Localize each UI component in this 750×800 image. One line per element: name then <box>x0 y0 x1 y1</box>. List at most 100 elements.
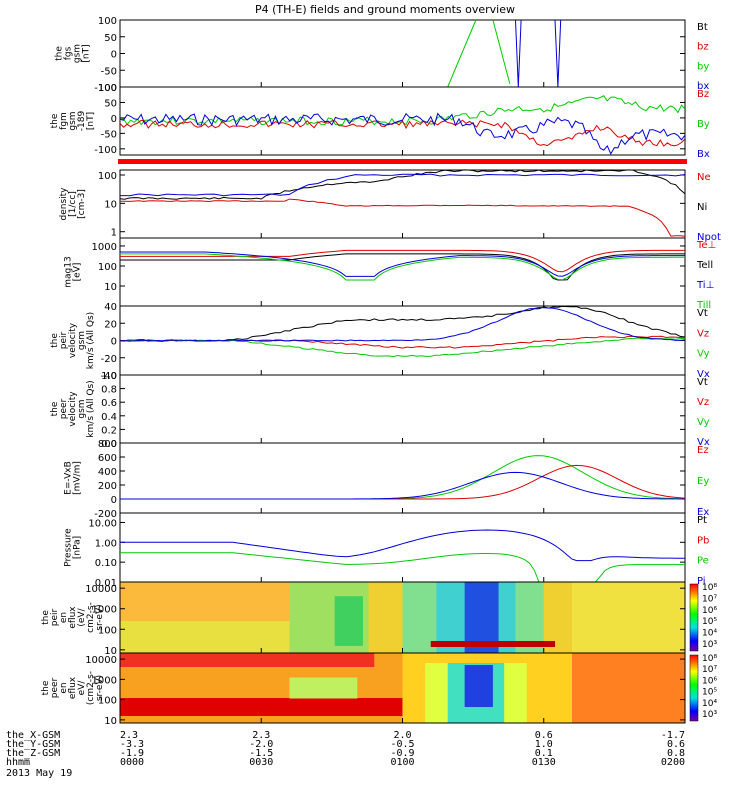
y-tick-label: 100 <box>98 696 117 707</box>
y-tick-label: 10000 <box>85 655 117 666</box>
legend-Vz: Vz <box>697 397 709 408</box>
svg-text:sr-eV): sr-eV) <box>95 604 105 630</box>
y-tick-label: -100 <box>94 83 117 94</box>
ephemeris-value: -1.5 <box>249 748 273 759</box>
panel-pressure: 10.00 1.00 0.10 0.01 Pressure [nPa] Pt Pb Pe Pi <box>64 512 709 589</box>
colorbar-tick-label: 10³ <box>702 710 717 720</box>
ephemeris-value: 2.3 <box>120 730 138 741</box>
peer_spectrogram-colorbar <box>689 654 699 722</box>
svg-text:gsm: gsm <box>73 44 83 63</box>
ephemeris-value: 2.3 <box>252 730 270 741</box>
svg-text:eV/: eV/ <box>77 680 87 696</box>
y-tick-label: 0.0 <box>101 439 117 450</box>
series-Npot <box>120 173 685 197</box>
y-tick-label: 10000 <box>85 584 117 595</box>
ephemeris-label: hhmm <box>6 757 30 768</box>
series-Ex <box>120 471 685 500</box>
y-tick-label: 0.8 <box>101 385 117 396</box>
colorbar-tick-label: 10⁷ <box>702 665 717 675</box>
date-label: 2013 May 19 <box>6 768 72 779</box>
svg-text:[eV]: [eV] <box>73 263 83 282</box>
ephemeris-value: 0.6 <box>535 730 553 741</box>
colorbar-tick-label: 10⁴ <box>702 629 717 639</box>
svg-text:[cm-3]: [cm-3] <box>77 189 87 219</box>
peir_spectrogram-colorbar <box>689 583 699 652</box>
svg-text:km/s (All Qs): km/s (All Qs) <box>86 312 96 369</box>
svg-text:E=-VxB: E=-VxB <box>64 461 74 495</box>
svg-text:[nT]: [nT] <box>82 44 92 62</box>
svg-text:the: the <box>50 401 60 416</box>
y-tick-label: 1.0 <box>101 371 117 382</box>
y-tick-label: 600 <box>98 453 117 464</box>
density-frame <box>119 169 686 239</box>
y-tick-label: 1000 <box>92 605 117 616</box>
y-tick-label: 100 <box>98 16 117 27</box>
legend-Vy: Vy <box>697 349 710 360</box>
svg-text:velocity: velocity <box>68 391 78 427</box>
series-bx <box>554 19 562 88</box>
svg-text:the: the <box>55 46 65 61</box>
density-ylabel: density [1/cc] [cm-3] <box>59 187 87 221</box>
temperature-series <box>120 249 685 281</box>
svg-text:en: en <box>59 682 69 693</box>
pressure-ylabel: Pressure [nPa] <box>64 528 83 567</box>
legend-Ne: Ne <box>697 172 711 183</box>
legend-Tell: Tell <box>696 260 713 271</box>
fgs-series <box>447 19 562 88</box>
panel-temperature: 1000 100 10 mag13 [eV] Te⊥ Tell Ti⊥ Till <box>64 237 716 311</box>
legend-Vy: Vy <box>697 417 710 428</box>
legend-Pi: Pi <box>697 576 706 587</box>
legend-By: By <box>697 119 710 130</box>
legend-Vx: Vx <box>697 369 710 380</box>
y-tick-label: 10 <box>104 646 117 657</box>
ephemeris-value: -2.0 <box>249 739 273 750</box>
y-tick-label: 10.00 <box>88 518 117 529</box>
svg-text:the: the <box>50 333 60 348</box>
series-Pi <box>120 529 685 562</box>
svg-text:km/s (All Qs): km/s (All Qs) <box>86 380 96 437</box>
ephemeris-value: -1.9 <box>120 748 144 759</box>
svg-text:peer: peer <box>59 398 69 419</box>
ephemeris-value: -0.5 <box>390 739 414 750</box>
svg-text:(eV/: (eV/ <box>77 607 87 626</box>
density-series <box>120 169 685 237</box>
legend-Ni: Ni <box>697 202 707 213</box>
y-tick-label: 0 <box>111 495 117 506</box>
peir_spectrogram-ylabel: the peir en eflux (eV/cm2-s-sr-eV) <box>41 602 105 633</box>
svg-text:Pressure: Pressure <box>64 528 74 567</box>
ephemeris-value: 0000 <box>120 757 144 768</box>
y-tick-label: -20 <box>101 354 117 365</box>
series-by <box>492 19 511 84</box>
legend-Pe: Pe <box>697 556 709 567</box>
colorbar-tick-label: 10⁵ <box>702 688 717 698</box>
legend-Bx: Bx <box>697 149 710 160</box>
legend-Ez: Ez <box>697 445 709 456</box>
y-tick-label: 0 <box>111 50 117 61</box>
y-tick-label: 0 <box>111 114 117 125</box>
y-tick-label: 100 <box>98 625 117 636</box>
svg-text:the: the <box>41 680 51 695</box>
fgs-ylabel: the fgs gsm [nT] <box>55 44 92 63</box>
y-tick-label: 100 <box>98 83 117 94</box>
panel-peir_velocity: 40 20 0 -20 -40 the peir velocity gsm km/s (All Q… <box>50 302 710 382</box>
efield-series <box>120 455 685 500</box>
ephemeris-value: 0.1 <box>535 748 553 759</box>
svg-text:gsm: gsm <box>77 399 87 418</box>
y-tick-label: 0.01 <box>95 578 117 589</box>
y-tick-label: 0.2 <box>101 425 117 436</box>
peir_spectrogram-image <box>120 582 685 653</box>
legend-bz: bz <box>697 42 709 53</box>
colorbar-tick-label: 10⁶ <box>702 676 717 686</box>
y-tick-label: -200 <box>94 509 117 520</box>
ephemeris-value: -1.7 <box>661 730 685 741</box>
svg-text:sr-eV): sr-eV) <box>95 675 105 701</box>
ephemeris-label: the_X-GSM <box>6 730 60 741</box>
svg-text:[nT]: [nT] <box>86 112 96 130</box>
temperature-frame <box>119 237 686 307</box>
ephemeris-label: the_Z-GSM <box>6 748 60 759</box>
ephemeris-label: the_Y-GSM <box>6 739 60 750</box>
legend-Te⊥: Te⊥ <box>696 240 716 251</box>
panel-fgm: 100 50 0 -50 -100 the fgm gsm -189 [nT] Bz By Bx <box>50 83 710 164</box>
svg-text:fgs: fgs <box>64 46 74 60</box>
y-tick-label: -50 <box>101 66 117 77</box>
